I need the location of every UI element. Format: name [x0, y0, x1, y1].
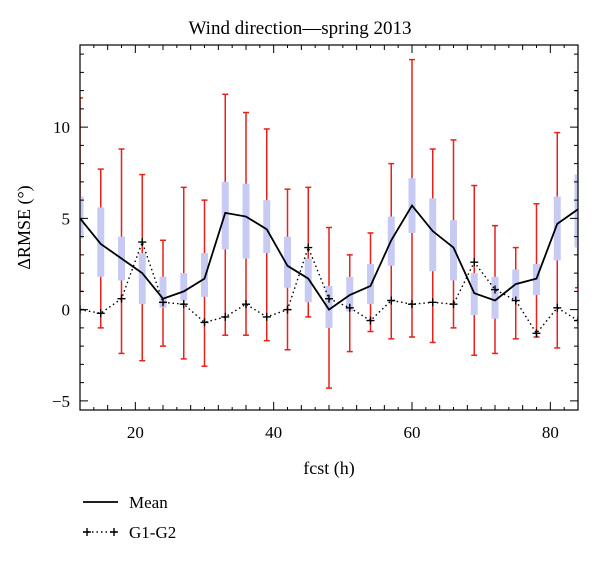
- g1-g2-point: [470, 258, 479, 267]
- box: [159, 276, 167, 308]
- box: [429, 198, 437, 272]
- g1-g2-point: [449, 300, 458, 309]
- box: [284, 236, 291, 288]
- y-tick-label: −5: [52, 392, 70, 411]
- chart-title: Wind direction—spring 2013: [188, 18, 412, 39]
- g1-g2-point: [428, 298, 437, 307]
- g1-g2-point: [574, 316, 578, 325]
- box: [553, 196, 561, 261]
- box: [242, 183, 250, 259]
- g1-g2-point: [179, 300, 188, 309]
- y-axis-label: ΔRMSE (°): [14, 185, 35, 269]
- box: [201, 253, 208, 297]
- x-tick-label: 40: [265, 423, 282, 442]
- g1-g2-point: [325, 294, 333, 303]
- g1-g2-point: [96, 309, 105, 318]
- legend-label-mean: Mean: [129, 493, 168, 512]
- x-tick-label: 20: [127, 423, 144, 442]
- g1-g2-point: [491, 285, 499, 294]
- g1-g2-point: [138, 238, 147, 247]
- g1-g2-point: [511, 296, 520, 305]
- y-tick-label: 5: [62, 209, 71, 228]
- legend-marker: [83, 528, 91, 536]
- g1-g2-point: [200, 318, 209, 327]
- box: [325, 285, 333, 328]
- box: [138, 253, 146, 305]
- box: [80, 196, 84, 239]
- g1-g2-point: [304, 243, 313, 252]
- y-tick-label: 0: [62, 301, 71, 320]
- x-tick-label: 60: [404, 423, 421, 442]
- y-tick-label: 10: [53, 118, 70, 137]
- g1-g2-point: [283, 305, 292, 314]
- plot-area: [80, 58, 578, 389]
- x-axis-label: fcst (h): [303, 458, 354, 479]
- g1-g2-point: [159, 298, 167, 307]
- box: [450, 220, 457, 281]
- box: [263, 200, 271, 254]
- g1-g2-point: [345, 303, 354, 312]
- g1-g2-point: [387, 296, 396, 305]
- legend-label-g1-g2: G1-G2: [129, 523, 176, 542]
- box: [180, 273, 188, 301]
- box: [304, 258, 312, 303]
- g1-g2-point: [532, 329, 541, 338]
- x-tick-label: 80: [542, 423, 559, 442]
- g1-g2-point: [553, 303, 562, 312]
- legend-marker: [110, 528, 118, 536]
- g1-g2-point: [262, 312, 271, 321]
- g1-g2-point: [366, 316, 375, 325]
- g1-g2-point: [221, 312, 230, 321]
- g1-g2-point: [242, 300, 250, 309]
- g1-g2-point: [408, 300, 416, 309]
- box: [97, 207, 105, 277]
- box: [491, 276, 499, 319]
- g1-g2-point: [117, 294, 126, 303]
